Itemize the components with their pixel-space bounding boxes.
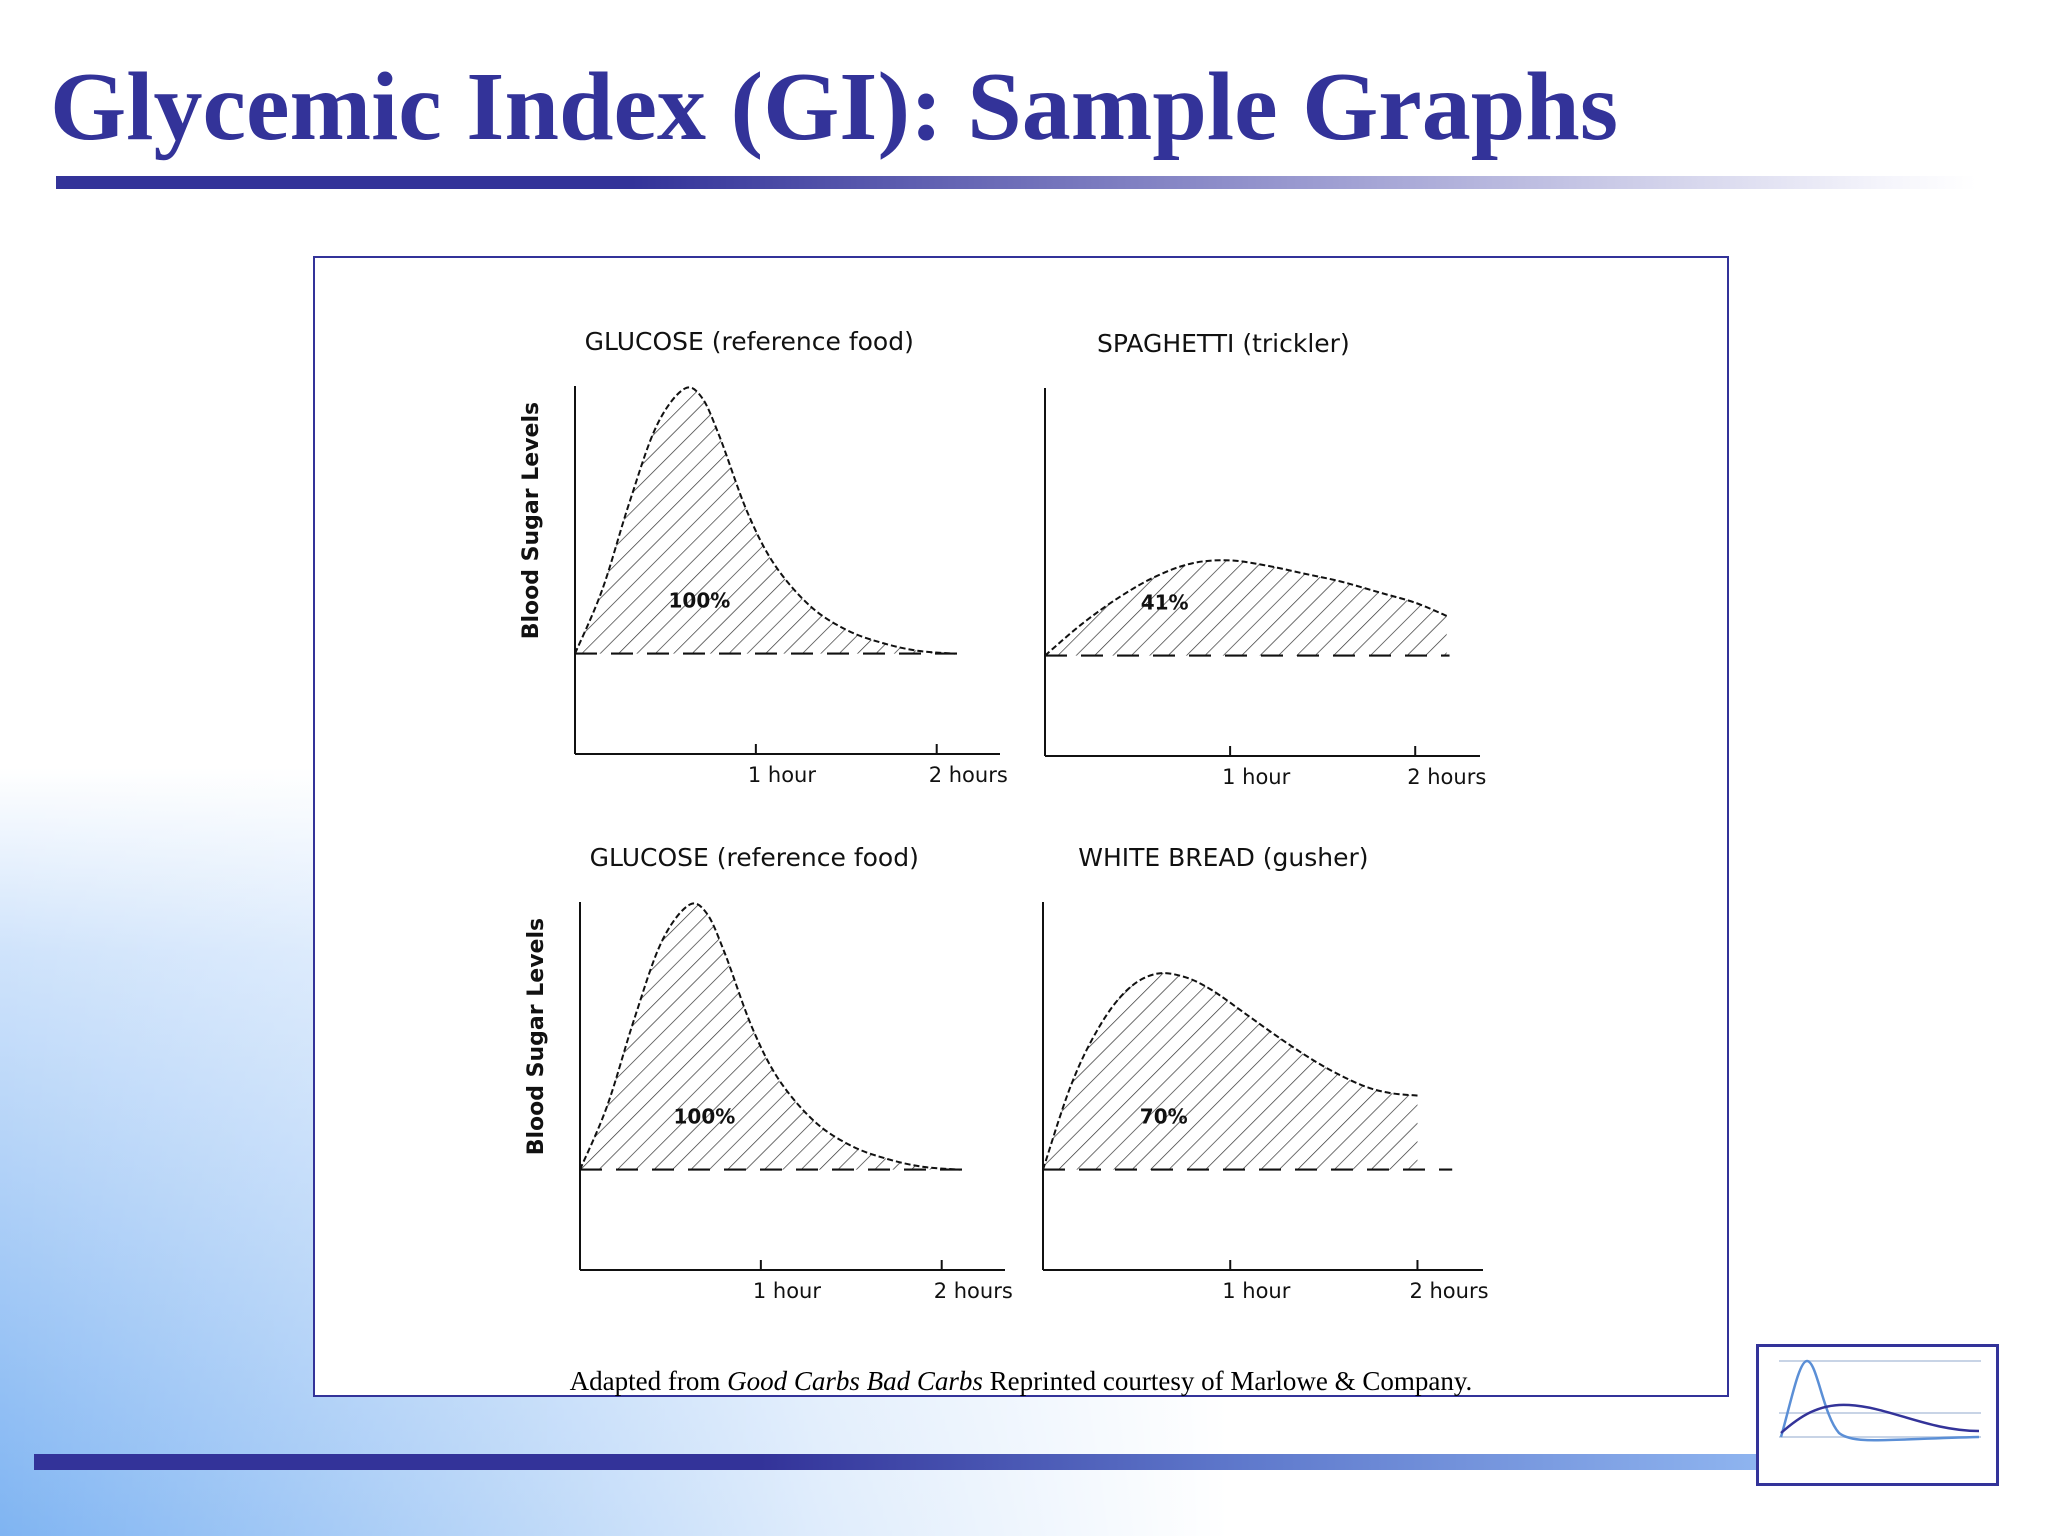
caption-prefix: Adapted from	[569, 1366, 728, 1396]
chart-panel-3: 1 hour 2 hours 100% GLUCOSE (reference food…	[524, 843, 1013, 1303]
hatched-area	[1043, 973, 1418, 1170]
hatched-area	[580, 903, 960, 1170]
caption-book-title: Good Carbs Bad Carbs	[727, 1366, 983, 1396]
chart-panel-4: 1 hour 2 hours 70% WHITE BREAD (gusher)	[1042, 843, 1489, 1303]
hatched-area	[1045, 560, 1447, 656]
x-tick-label-2: 2 hours	[929, 763, 1008, 787]
x-tick-label-2: 2 hours	[1407, 765, 1486, 789]
area-percent-label: 41%	[1141, 591, 1189, 615]
chart-title: WHITE BREAD (gusher)	[1078, 843, 1368, 872]
x-tick-label-1: 1 hour	[753, 1279, 822, 1303]
bottom-rule	[34, 1454, 1764, 1470]
chart-title: GLUCOSE (reference food)	[590, 843, 919, 872]
charts-layer: 1 hour 2 hours 100% GLUCOSE (reference food…	[519, 327, 1489, 1303]
slide-title: Glycemic Index (GI): Sample Graphs	[50, 53, 1618, 161]
chart-panel-2: 1 hour 2 hours 41% SPAGHETTI (trickler)	[1044, 329, 1486, 789]
logo-thumbnail	[1756, 1344, 1999, 1486]
x-tick-label-2: 2 hours	[934, 1279, 1013, 1303]
y-axis-label: Blood Sugar Levels	[524, 918, 549, 1155]
chart-title: GLUCOSE (reference food)	[585, 327, 914, 356]
area-percent-label: 70%	[1140, 1105, 1188, 1129]
x-tick-label-1: 1 hour	[1222, 1279, 1291, 1303]
blood-sugar-curve	[579, 902, 960, 1171]
hatched-area	[575, 387, 955, 654]
area-percent-label: 100%	[674, 1105, 736, 1129]
x-tick-label-2: 2 hours	[1409, 1279, 1488, 1303]
logo-curves-icon	[1779, 1359, 1981, 1442]
blood-sugar-curve	[574, 386, 955, 655]
figure-caption: Adapted from Good Carbs Bad Carbs Reprin…	[315, 1366, 1727, 1397]
x-tick-label-1: 1 hour	[1222, 765, 1291, 789]
blood-sugar-curve	[1044, 559, 1448, 657]
chart-panel-1: 1 hour 2 hours 100% GLUCOSE (reference food…	[519, 327, 1008, 787]
figure-panel: 1 hour 2 hours 100% GLUCOSE (reference food…	[313, 256, 1729, 1397]
x-tick-label-1: 1 hour	[748, 763, 817, 787]
caption-suffix: Reprinted courtesy of Marlowe & Company.	[982, 1366, 1473, 1396]
chart-title: SPAGHETTI (trickler)	[1097, 329, 1350, 358]
glycemic-charts: 1 hour 2 hours 100% GLUCOSE (reference food…	[519, 327, 1489, 1303]
title-underline	[56, 176, 1976, 189]
area-percent-label: 100%	[669, 589, 731, 613]
blood-sugar-curve	[1042, 972, 1418, 1170]
y-axis-label: Blood Sugar Levels	[519, 402, 544, 639]
